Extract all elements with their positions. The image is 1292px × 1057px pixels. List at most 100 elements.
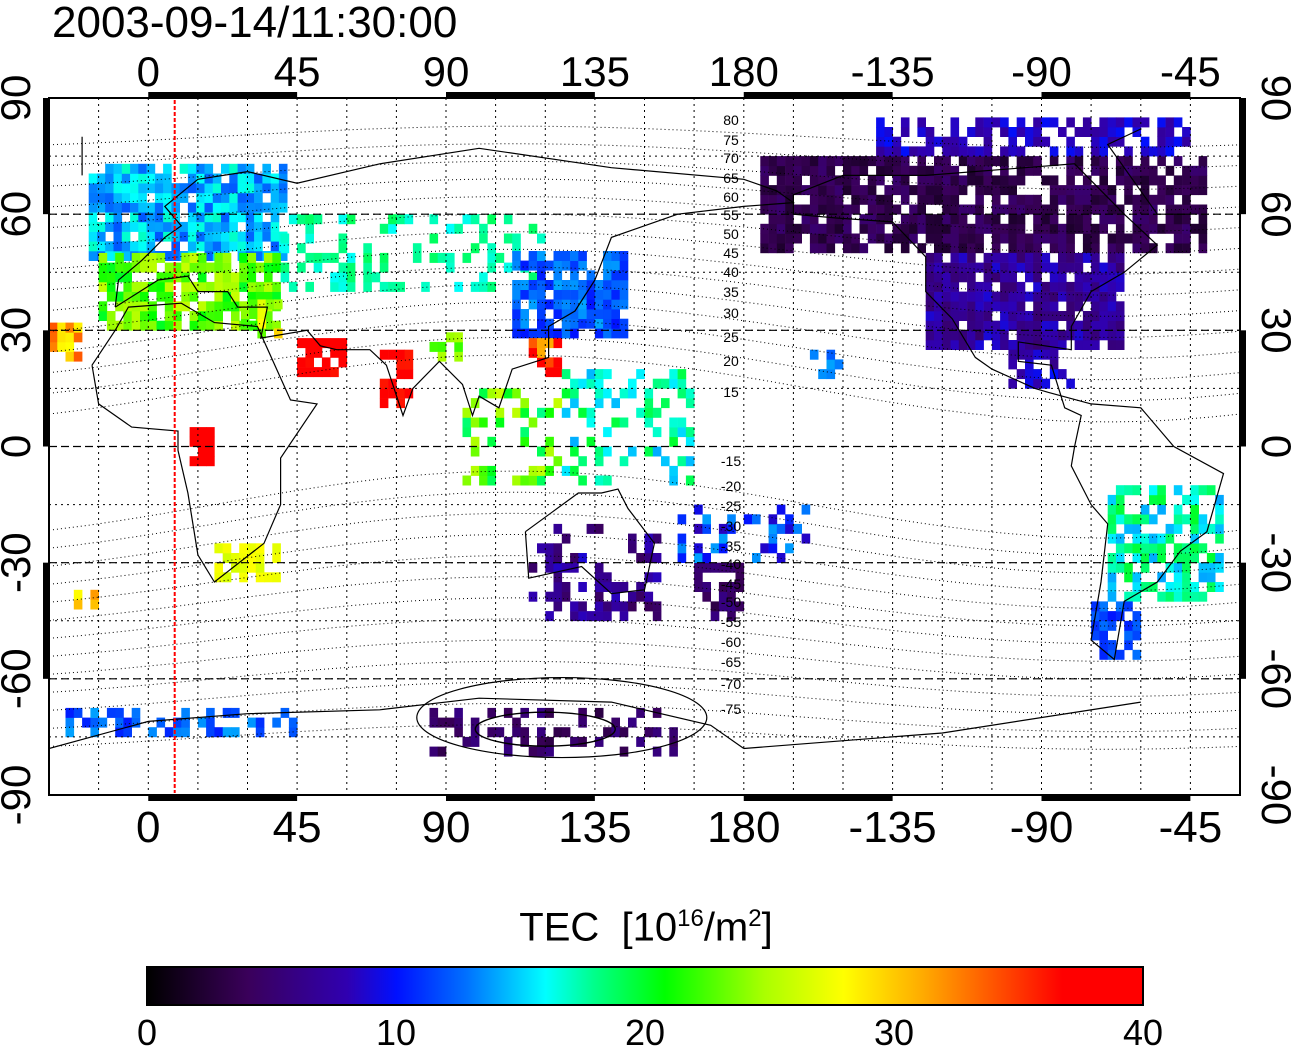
tec-cell <box>270 221 280 232</box>
tec-cell <box>229 202 238 213</box>
tec-cell <box>280 272 290 283</box>
tec-cell <box>768 204 778 215</box>
tec-cell <box>603 260 612 271</box>
tec-cell <box>396 369 405 380</box>
tec-cell <box>942 214 951 225</box>
tec-cell <box>1124 543 1133 554</box>
tec-cell <box>925 194 935 205</box>
tec-cell <box>1082 233 1092 244</box>
tec-cell <box>603 475 612 486</box>
tec-cell <box>553 523 563 534</box>
tec-cell <box>470 417 480 428</box>
tec-cell <box>644 407 654 418</box>
tec-cell <box>254 212 263 223</box>
tec-cell <box>578 707 587 718</box>
colorbar-title: TEC [1016/m2] <box>0 905 1292 950</box>
tec-cell <box>991 243 1001 254</box>
tec-cell <box>470 243 480 254</box>
lon-tick-label-bottom: -135 <box>849 803 937 852</box>
tec-cell <box>421 281 430 292</box>
tec-cell <box>1206 523 1216 534</box>
tec-cell <box>1132 533 1142 544</box>
contour-label: 75 <box>723 132 739 148</box>
tec-cell <box>958 272 968 283</box>
tec-cell <box>404 349 414 360</box>
tec-cell <box>1082 320 1092 331</box>
tec-cell <box>677 388 687 399</box>
tec-cell <box>229 212 238 223</box>
tec-cell <box>396 398 405 409</box>
tec-cell <box>1190 204 1199 215</box>
tec-cell <box>88 212 98 223</box>
tec-cell <box>1140 533 1150 544</box>
tec-cell <box>1198 591 1208 602</box>
tec-cell <box>619 318 629 329</box>
contour-label: -55 <box>721 614 741 630</box>
tec-cell <box>429 707 439 718</box>
tec-cell <box>561 533 571 544</box>
tec-cell <box>396 214 405 225</box>
tec-cell <box>1157 136 1166 147</box>
tec-cell <box>97 183 106 194</box>
tec-cell <box>98 717 108 728</box>
tec-cell <box>619 270 629 281</box>
tec-cell <box>1066 252 1075 263</box>
tec-cell <box>437 746 447 757</box>
tec-cell <box>204 231 214 242</box>
tec-cell <box>90 707 99 718</box>
contour-label: -65 <box>721 654 741 670</box>
tec-cell <box>1099 156 1108 167</box>
tec-cell <box>1091 262 1100 273</box>
tec-cell <box>214 291 223 302</box>
tec-cell <box>934 243 943 254</box>
tec-cell <box>396 281 405 292</box>
tec-cell <box>1091 233 1100 244</box>
tec-cell <box>1198 185 1208 196</box>
coastline <box>81 128 1191 215</box>
tec-cell <box>925 340 935 350</box>
tec-cell <box>975 223 984 234</box>
tec-cell <box>594 591 604 602</box>
tec-cell <box>1058 243 1067 254</box>
tec-cell <box>967 165 976 176</box>
tec-cell <box>636 582 645 592</box>
tec-cell <box>1049 311 1059 321</box>
tec-cell <box>644 446 654 457</box>
tec-cell <box>1041 349 1051 360</box>
tec-cell <box>735 582 745 592</box>
tec-cell <box>958 204 968 215</box>
tec-cell <box>934 320 943 331</box>
tec-cell <box>73 332 83 343</box>
tec-cell <box>1182 543 1191 554</box>
tec-cell <box>900 185 910 196</box>
tec-cell <box>487 475 496 486</box>
frame-ticks <box>43 92 1246 801</box>
tec-cell <box>793 175 802 186</box>
tec-cell <box>363 252 372 263</box>
tec-cell <box>677 553 687 563</box>
tec-cell <box>1008 185 1017 196</box>
tec-cell <box>983 146 993 157</box>
lat-tick-label-right: -60 <box>1253 648 1292 709</box>
tec-cell <box>163 202 172 213</box>
tec-cell <box>619 251 629 261</box>
tec-cell <box>586 407 596 418</box>
tec-cell <box>942 281 951 292</box>
tec-cell <box>487 436 496 447</box>
tec-cell <box>727 514 736 525</box>
tec-cell <box>619 260 629 271</box>
tec-cell <box>760 156 769 167</box>
tec-cell <box>942 320 951 331</box>
tec-cell <box>553 299 563 310</box>
tec-cell <box>1025 378 1034 389</box>
tec-cell <box>991 117 1001 128</box>
tec-cell <box>231 311 240 321</box>
tec-cell <box>520 436 529 447</box>
tec-cell <box>1025 359 1034 370</box>
tec-cell <box>105 192 114 203</box>
tec-cell <box>545 591 554 602</box>
tec-cell <box>1033 291 1042 302</box>
tec-cell <box>520 260 529 271</box>
tec-cell <box>512 243 521 254</box>
tec-cell <box>90 599 99 610</box>
